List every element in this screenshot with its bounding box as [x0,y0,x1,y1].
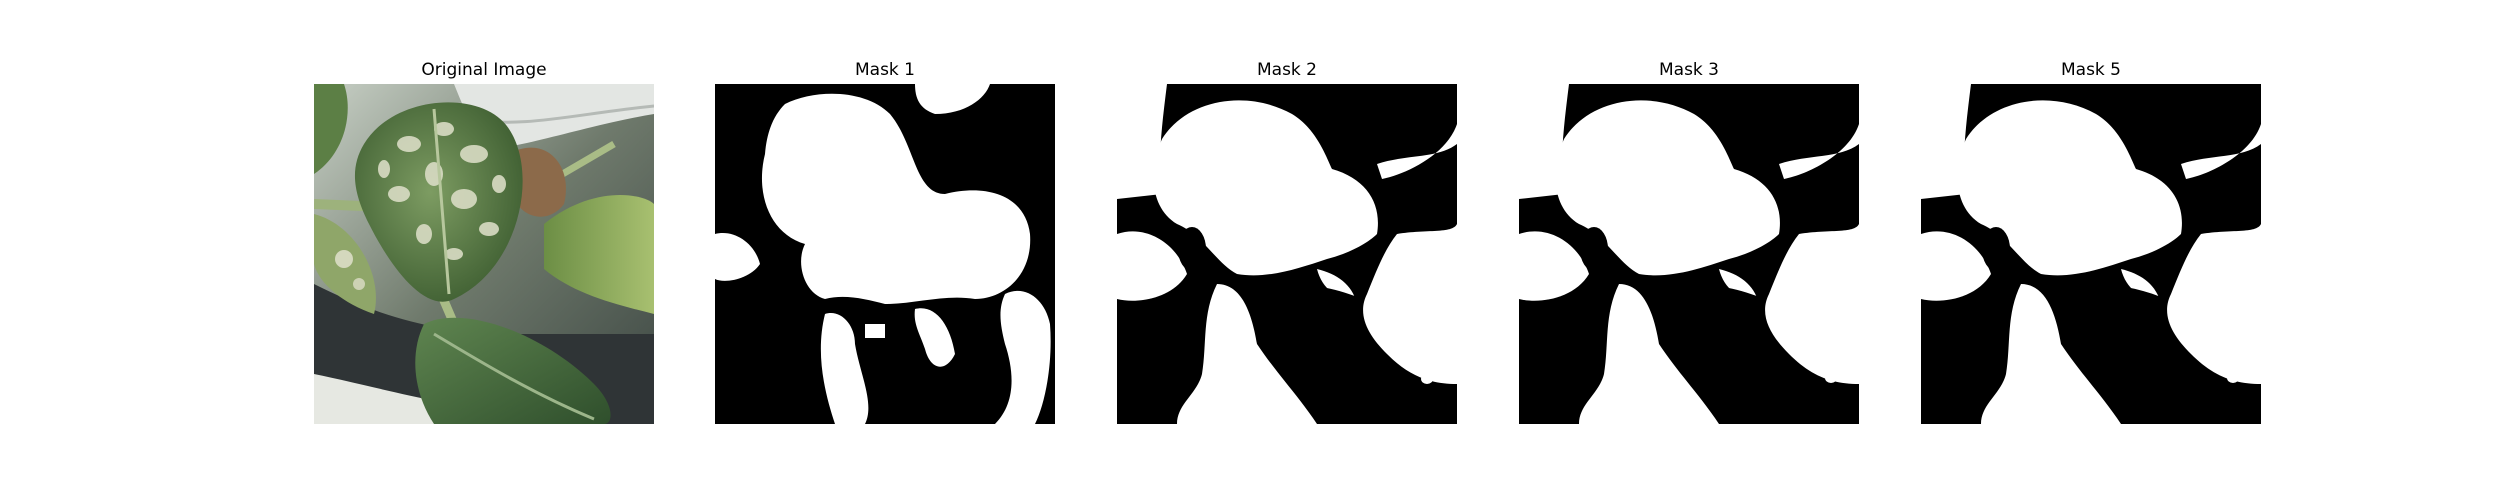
segmentation-mask-1 [715,84,1055,424]
segmentation-mask-2 [1117,84,1457,424]
segmentation-mask-3 [1519,84,1859,424]
panel-title: Mask 5 [1921,60,2261,80]
panel-title: Mask 2 [1117,60,1457,80]
segmentation-mask-5 [1921,84,2261,424]
leaf-photo [314,84,654,424]
panel-title: Mask 3 [1519,60,1859,80]
panel-title: Mask 1 [715,60,1055,80]
panel-title: Original Image [314,60,654,80]
